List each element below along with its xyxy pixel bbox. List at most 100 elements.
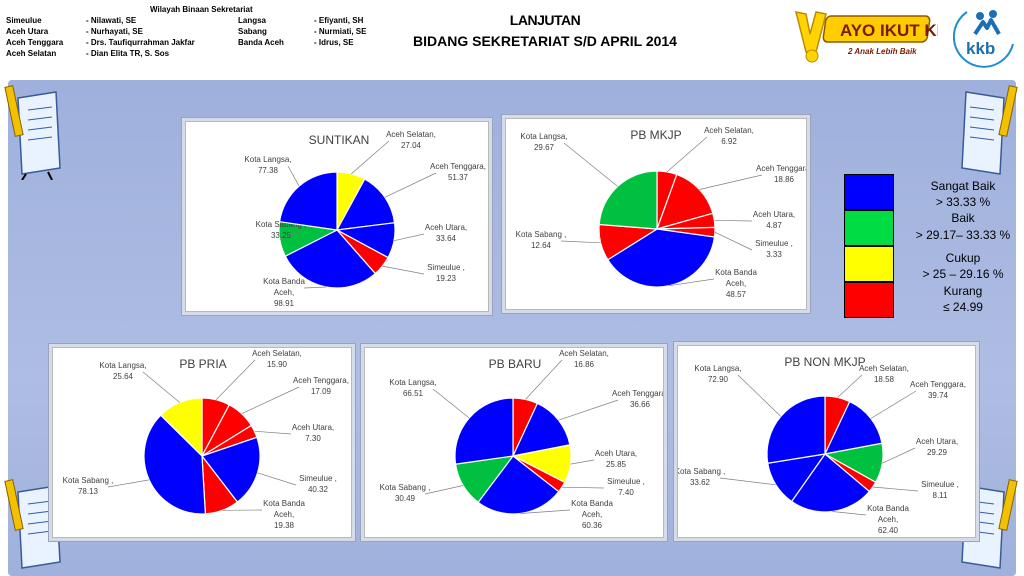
region-area: Sabang xyxy=(238,27,267,36)
clipboard-mascot-icon xyxy=(961,85,1018,175)
slice-label: Kota Banda Aceh, 60.36 xyxy=(571,499,613,530)
logo-ayo-text: AYO IKUT KB xyxy=(840,21,938,40)
slice-label: Kota Langsa, 66.51 xyxy=(389,378,436,398)
pie-chart-svg: SUNTIKAN Aceh Selatan, 27.04 Aceh Tenggara,… xyxy=(244,130,486,308)
title-line-1: LANJUTAN xyxy=(509,12,581,28)
legend-swatch-red xyxy=(844,282,894,318)
leader-line xyxy=(279,230,302,240)
legend-range: > 25 – 29.16 % xyxy=(922,267,1004,281)
leader-line xyxy=(563,142,618,187)
leader-line xyxy=(241,386,300,415)
ayo-ikut-kb-logo: AYO IKUT KB 2 Anak Lebih Baik xyxy=(794,11,938,63)
slice-label: Kota Langsa, 25.64 xyxy=(99,361,146,381)
leader-line xyxy=(669,278,715,287)
chart-title: PB BARU xyxy=(489,357,542,371)
region-area: Aceh Utara xyxy=(6,27,49,36)
header-bar: Wilayah Binaan Sekretariat Simeulue - Ni… xyxy=(0,0,1024,72)
region-officer: - Nurmiati, SE xyxy=(314,27,367,36)
region-area: Aceh Tenggara xyxy=(6,38,64,47)
slice-label: Aceh Selatan, 6.92 xyxy=(704,126,754,146)
legend-swatch-green xyxy=(844,210,894,246)
chart-title: PB NON MKJP xyxy=(784,355,865,369)
slice-label: Simeulue , 40.32 xyxy=(299,474,337,494)
title-line-2: BIDANG SEKRETARIAT S/D APRIL 2014 xyxy=(413,33,677,49)
kkb-logo: kkb xyxy=(953,10,1014,68)
leader-line xyxy=(719,477,776,486)
leader-line xyxy=(561,486,605,489)
leader-line xyxy=(257,472,297,486)
slice-label: Kota Sabang , 30.49 xyxy=(380,483,431,503)
leader-line xyxy=(832,511,867,516)
slice-label: Kota Sabang , 12.64 xyxy=(516,230,567,250)
pie-chart-svg: PB PRIA Aceh Selatan, 15.90 Aceh Tenggara, 1… xyxy=(63,349,349,530)
chart-pb-pria: PB PRIA Aceh Selatan, 15.90 Aceh Tenggara, 1… xyxy=(52,347,352,538)
slice-label: Simeulue , 3.33 xyxy=(755,239,793,259)
slice-label: Aceh Utara, 29.29 xyxy=(916,437,958,457)
pie-slice xyxy=(278,171,338,231)
slice-label: Kota Langsa, 72.90 xyxy=(694,364,741,384)
leader-line xyxy=(107,479,150,488)
leader-line xyxy=(837,374,863,398)
chart-title: SUNTIKAN xyxy=(309,133,370,147)
slice-label: Aceh Utara, 33.64 xyxy=(425,223,467,243)
slice-label: Aceh Tenggara, 39.74 xyxy=(910,380,966,400)
pie-slice xyxy=(598,170,658,230)
region-officer: - Efiyanti, SH xyxy=(314,16,364,25)
slice-label: Simeulue , 7.40 xyxy=(607,477,645,497)
logo-kkb-text: kkb xyxy=(966,39,995,58)
slice-label: Simeulue , 19.23 xyxy=(427,263,465,283)
leader-line xyxy=(560,240,601,244)
region-officer: - Dian Elita TR, S. Sos xyxy=(86,49,170,58)
slice-label: Aceh Selatan, 18.58 xyxy=(859,364,909,384)
slice-label: Aceh Tenggara, 36.66 xyxy=(612,389,663,409)
leader-line xyxy=(382,265,425,275)
slice-label: Aceh Utara, 25.85 xyxy=(595,449,637,469)
chart-suntikan: SUNTIKAN Aceh Selatan, 27.04 Aceh Tenggara,… xyxy=(185,121,489,312)
clipboard-mascot-icon xyxy=(4,479,61,569)
region-area: Banda Aceh xyxy=(238,38,284,47)
leader-line xyxy=(303,286,327,289)
leader-line xyxy=(393,233,425,242)
leader-line xyxy=(254,430,292,435)
chart-title: PB MKJP xyxy=(630,128,681,142)
clipboard-mascot-icon xyxy=(4,85,61,180)
leader-line xyxy=(287,165,300,187)
leader-line xyxy=(714,219,753,222)
region-officer: - Drs. Taufiqurrahman Jakfar xyxy=(86,38,195,47)
pie-slice xyxy=(454,397,514,465)
region-officer: - Nurhayati, SE xyxy=(86,27,143,36)
chart-pb-baru: PB BARU Aceh Selatan, 16.86 Aceh Tenggara, 3… xyxy=(364,347,664,538)
slice-label: Aceh Selatan, 15.90 xyxy=(252,349,302,369)
chart-title: PB PRIA xyxy=(179,357,226,371)
region-area: Langsa xyxy=(238,16,267,25)
slice-label: Aceh Utara, 7.30 xyxy=(292,423,334,443)
region-title: Wilayah Binaan Sekretariat xyxy=(150,5,253,14)
legend-label: Sangat Baik xyxy=(930,179,996,193)
logo-ayo-sub: 2 Anak Lebih Baik xyxy=(847,47,917,56)
pie-slice xyxy=(284,229,377,289)
slice-label: Kota Banda Aceh, 19.38 xyxy=(263,499,305,530)
slice-label: Kota Sabang , 33.62 xyxy=(678,467,725,487)
leader-line xyxy=(870,390,917,419)
legend-swatch-yellow xyxy=(844,246,894,282)
pie-slice xyxy=(335,178,396,231)
pie-slice xyxy=(656,173,714,230)
region-area: Aceh Selatan xyxy=(6,49,57,58)
pie-slice xyxy=(766,395,826,464)
pie-slice xyxy=(511,402,571,457)
slice-label: Aceh Tenggara, 17.09 xyxy=(293,376,349,396)
leader-line xyxy=(142,371,180,403)
slice-label: Aceh Utara, 4.87 xyxy=(753,210,795,230)
slice-label: Kota Sabang , 33.25 xyxy=(256,220,307,240)
region-area: Simeulue xyxy=(6,16,42,25)
leader-line xyxy=(570,459,595,465)
legend-range: > 33.33 % xyxy=(935,195,991,209)
leader-line xyxy=(424,485,464,495)
leader-line xyxy=(351,140,390,175)
slice-label: Kota Langsa, 77.38 xyxy=(244,155,291,175)
slice-label: Aceh Selatan, 27.04 xyxy=(386,130,436,150)
